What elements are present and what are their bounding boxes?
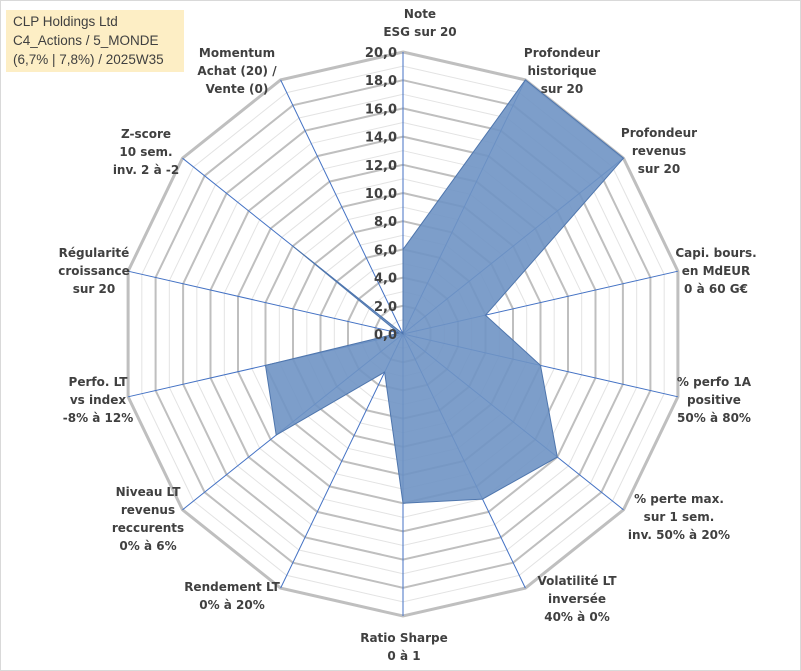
axis-label: Z-score 10 sem. inv. 2 à -2 <box>113 127 179 177</box>
axis-label-line: 0 à 1 <box>387 649 420 663</box>
tick-label: 6,0 <box>374 243 397 258</box>
axis-label-line: Achat (20) / <box>197 64 277 78</box>
axis-label-line: Perfo. LT <box>69 375 129 389</box>
axis-label-line: Profondeur <box>524 46 600 60</box>
axis-label-line: Volatilité LT <box>537 574 617 588</box>
axis-label-line: % perte max. <box>634 492 724 506</box>
axis-label-line: historique <box>527 64 596 78</box>
tick-label: 18,0 <box>365 74 397 89</box>
axis-label: Volatilité LT inversée 40% à 0% <box>537 574 617 624</box>
tick-label: 8,0 <box>374 215 397 230</box>
axis-label-line: inv. 2 à -2 <box>113 163 179 177</box>
axis-label-line: 10 sem. <box>119 145 172 159</box>
axis-label: Régularité croissance sur 20 <box>58 246 130 296</box>
axis-label: % perte max. sur 1 sem. inv. 50% à 20% <box>628 492 730 542</box>
stats-line: (6,7% | 7,8%) / 2025W35 <box>13 52 164 67</box>
axis-label-line: Régularité <box>59 246 130 260</box>
axis-label: % perfo 1A positive 50% à 80% <box>677 375 752 425</box>
axis-label-line: -8% à 12% <box>63 411 134 425</box>
axis-label-line: revenus <box>121 503 175 517</box>
axis-label-line: inversée <box>548 592 606 606</box>
axis-label-line: sur 20 <box>73 282 115 296</box>
tick-label: 14,0 <box>365 131 397 146</box>
spoke-line <box>280 333 404 589</box>
axis-label-line: sur 1 sem. <box>644 510 715 524</box>
tick-label: 4,0 <box>374 272 397 287</box>
tick-label: 20,0 <box>365 46 397 61</box>
axis-label-line: 0 à 60 G€ <box>684 282 748 296</box>
axis-label-line: 0% à 20% <box>199 598 265 612</box>
axis-label-line: 50% à 80% <box>677 411 751 425</box>
company-name: CLP Holdings Ltd <box>13 14 118 29</box>
axis-label-line: Rendement LT <box>184 580 280 594</box>
axis-label-line: Vente (0) <box>206 82 269 96</box>
tick-label: 10,0 <box>365 187 397 202</box>
axis-label: Perfo. LT vs index -8% à 12% <box>63 375 134 425</box>
tick-label: 0,0 <box>374 328 397 343</box>
axis-label-line: sur 20 <box>638 162 680 176</box>
axis-label-line: Z-score <box>121 127 171 141</box>
spoke-line <box>280 79 404 335</box>
radar-axis-labels: Note ESG sur 20 Profondeur historique sur 20… <box>58 7 756 663</box>
axis-label-line: 0% à 6% <box>119 539 176 553</box>
axis-label-line: ESG sur 20 <box>383 25 456 39</box>
axis-label-line: 40% à 0% <box>544 610 610 624</box>
radar-series <box>264 79 625 504</box>
axis-label-line: Momentum <box>199 46 275 60</box>
tick-label: 16,0 <box>365 102 397 117</box>
axis-label-line: vs index <box>70 393 127 407</box>
tick-label: 2,0 <box>374 300 397 315</box>
axis-label-line: en MdEUR <box>682 264 751 278</box>
axis-label: Ratio Sharpe 0 à 1 <box>360 631 448 663</box>
radar-tick-labels: 0,0 2,0 4,0 6,0 8,0 10,0 12,0 14,0 16,0 18,0 20,0 <box>365 46 397 343</box>
axis-label: Note ESG sur 20 <box>383 7 456 39</box>
axis-label-line: croissance <box>58 264 130 278</box>
axis-label: Capi. bours. en MdEUR 0 à 60 G€ <box>675 246 756 296</box>
axis-label-line: sur 20 <box>541 82 583 96</box>
axis-label: Momentum Achat (20) / Vente (0) <box>197 46 277 96</box>
axis-label: Profondeur revenus sur 20 <box>621 126 697 176</box>
axis-label-line: revenus <box>632 144 686 158</box>
spoke-line <box>127 270 404 335</box>
axis-label: Profondeur historique sur 20 <box>524 46 600 96</box>
axis-label-line: inv. 50% à 20% <box>628 528 730 542</box>
axis-label-line: Niveau LT <box>116 485 182 499</box>
tick-label: 12,0 <box>365 159 397 174</box>
axis-label-line: % perfo 1A <box>677 375 752 389</box>
axis-label: Niveau LT revenus reccurents 0% à 6% <box>112 485 184 553</box>
axis-label-line: Capi. bours. <box>675 246 756 260</box>
axis-label-line: Ratio Sharpe <box>360 631 448 645</box>
axis-label-line: Note <box>404 7 436 21</box>
portfolio-line: C4_Actions / 5_MONDE <box>13 33 159 48</box>
series-area <box>264 79 625 504</box>
axis-label-line: reccurents <box>112 521 184 535</box>
axis-label: Rendement LT 0% à 20% <box>184 580 280 612</box>
title-box: CLP Holdings Ltd C4_Actions / 5_MONDE (6… <box>6 10 184 72</box>
axis-label-line: positive <box>687 393 741 407</box>
axis-label-line: Profondeur <box>621 126 697 140</box>
